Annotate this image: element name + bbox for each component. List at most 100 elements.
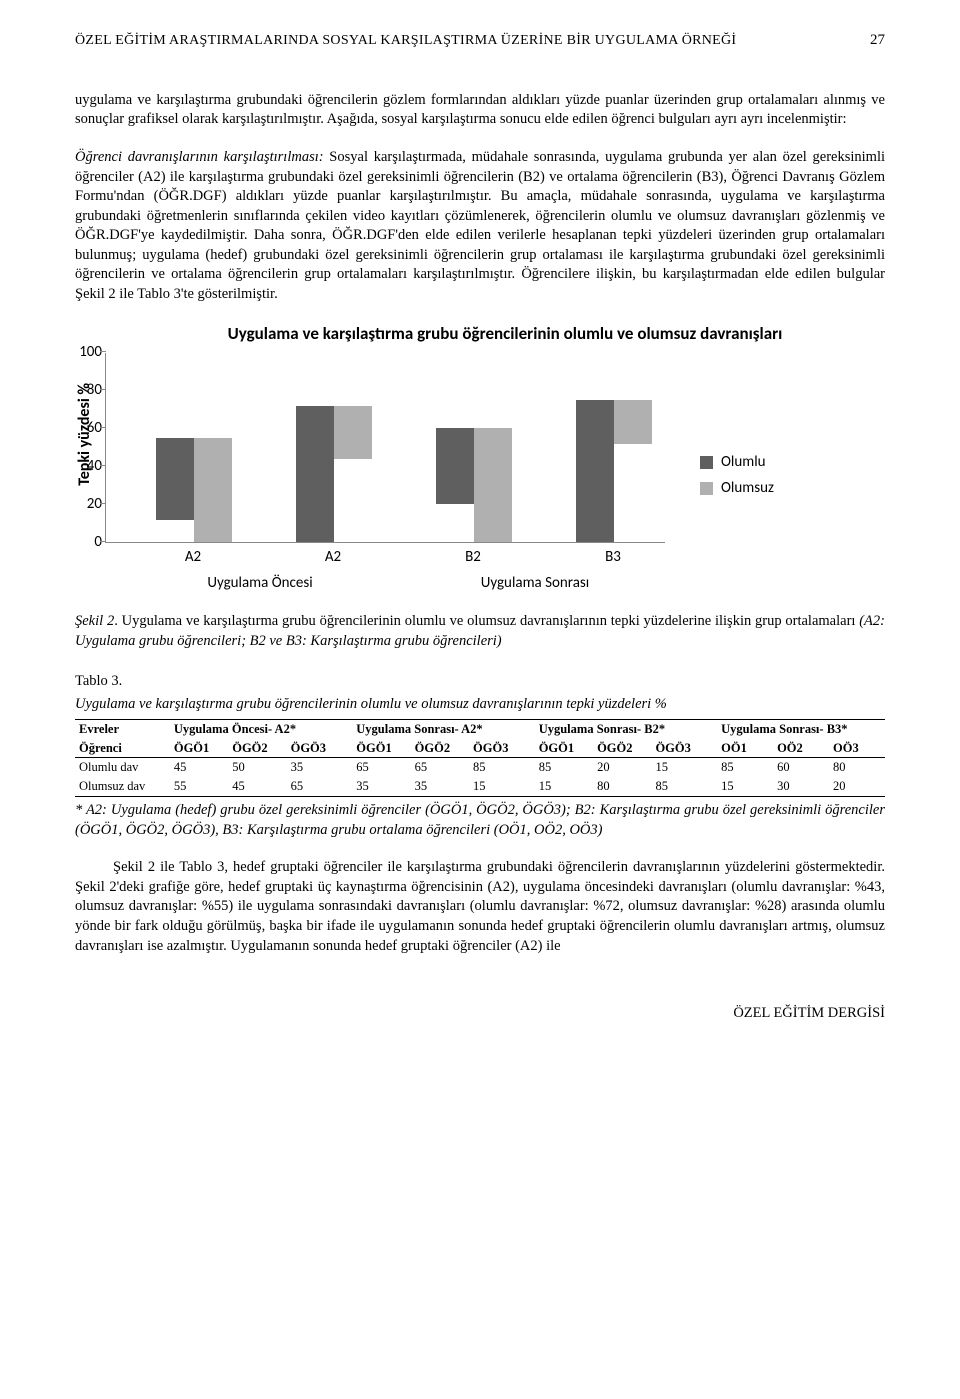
para1-sub-rest: Sosyal karşılaştırmada, müdahale sonrası… xyxy=(75,149,885,302)
chart-title: Uygulama ve karşılaştırma grubu öğrencil… xyxy=(125,323,885,346)
para1-sub-italic: Öğrenci davranışlarının karşılaştırılmas… xyxy=(75,149,324,165)
bar xyxy=(296,406,334,543)
bar-group xyxy=(576,400,652,543)
table-note-italic: * A2: Uygulama (hedef) grubu özel gereks… xyxy=(75,802,885,838)
y-tick-mark xyxy=(100,389,106,391)
figcap-lead: Şekil 2 xyxy=(75,613,114,629)
table-cell: 45 xyxy=(170,758,228,777)
table-column-header: ÖGÖ2 xyxy=(411,739,469,758)
table-cell: 80 xyxy=(593,777,651,796)
table-cell: 15 xyxy=(535,777,593,796)
table-cell: 65 xyxy=(287,777,353,796)
table-row: Olumsuz dav554565353515158085153020 xyxy=(75,777,885,796)
table-phase-header: Uygulama Öncesi- A2* xyxy=(170,719,352,738)
table-cell: 35 xyxy=(352,777,410,796)
table-cell: 15 xyxy=(717,777,773,796)
y-tick-label: 0 xyxy=(64,532,102,552)
table-column-header: ÖGÖ3 xyxy=(287,739,353,758)
table-3-note: * A2: Uygulama (hedef) grubu özel gereks… xyxy=(75,801,885,840)
table-cell: 85 xyxy=(717,758,773,777)
legend-label: Olumsuz xyxy=(721,478,774,498)
bar xyxy=(614,400,652,444)
running-title: ÖZEL EĞİTİM ARAŞTIRMALARINDA SOSYAL KARŞ… xyxy=(75,32,736,51)
table-3-label: Tablo 3. xyxy=(75,672,885,692)
table-column-header: ÖGÖ3 xyxy=(469,739,535,758)
table-3: EvrelerUygulama Öncesi- A2*Uygulama Sonr… xyxy=(75,719,885,798)
table-column-header: OÖ3 xyxy=(829,739,885,758)
legend-label: Olumlu xyxy=(721,452,766,472)
bar xyxy=(576,400,614,543)
y-tick-mark xyxy=(100,351,106,353)
chart-legend: Olumlu Olumsuz xyxy=(700,446,774,505)
page-footer: ÖZEL EĞİTİM DERGİSİ xyxy=(75,1004,885,1024)
page-number: 27 xyxy=(870,30,885,50)
table-cell: 80 xyxy=(829,758,885,777)
table-3-title: Uygulama ve karşılaştırma grubu öğrencil… xyxy=(75,695,885,715)
table-cell: 55 xyxy=(170,777,228,796)
table-cell: 15 xyxy=(469,777,535,796)
y-tick-mark xyxy=(100,503,106,505)
bar-group xyxy=(156,438,232,543)
table-phase-header: Uygulama Sonrası- B2* xyxy=(535,719,717,738)
table-column-header: ÖGÖ2 xyxy=(593,739,651,758)
figcap-rest: . Uygulama ve karşılaştırma grubu öğrenc… xyxy=(114,613,859,629)
table-row: Olumlu dav455035656585852015856080 xyxy=(75,758,885,777)
x-phase-label: Uygulama Öncesi xyxy=(207,573,312,593)
table-row-label: Olumlu dav xyxy=(75,758,170,777)
table-cell: 20 xyxy=(593,758,651,777)
body-paragraph-1: uygulama ve karşılaştırma grubundaki öğr… xyxy=(75,91,885,130)
x-category-label: A2 xyxy=(325,547,341,567)
table-column-header: OÖ2 xyxy=(773,739,829,758)
body-paragraph-1b: Öğrenci davranışlarının karşılaştırılmas… xyxy=(75,148,885,305)
table-cell: 65 xyxy=(411,758,469,777)
table-phase-header: Uygulama Sonrası- A2* xyxy=(352,719,534,738)
y-tick-mark xyxy=(100,465,106,467)
x-category-label: B2 xyxy=(465,547,481,567)
table-phase-header: Uygulama Sonrası- B3* xyxy=(717,719,885,738)
table-row-label: Olumsuz dav xyxy=(75,777,170,796)
table-cell: 35 xyxy=(287,758,353,777)
x-category-label: B3 xyxy=(605,547,621,567)
y-tick-label: 100 xyxy=(64,342,102,362)
table-column-header: ÖGÖ2 xyxy=(228,739,286,758)
table-column-header: ÖGÖ1 xyxy=(170,739,228,758)
x-category-row: A2 A2 B2 B3 xyxy=(105,543,665,569)
bar xyxy=(474,428,512,542)
bar-group xyxy=(296,406,372,543)
figure-2-chart: Uygulama ve karşılaştırma grubu öğrencil… xyxy=(75,323,885,598)
table-column-header: Öğrenci xyxy=(75,739,170,758)
figure-2-caption: Şekil 2. Uygulama ve karşılaştırma grubu… xyxy=(75,612,885,651)
table-phase-header: Evreler xyxy=(75,719,170,738)
y-tick-label: 60 xyxy=(64,418,102,438)
bar xyxy=(436,428,474,504)
y-tick-mark xyxy=(100,541,106,543)
table-column-header-row: ÖğrenciÖGÖ1ÖGÖ2ÖGÖ3ÖGÖ1ÖGÖ2ÖGÖ3ÖGÖ1ÖGÖ2Ö… xyxy=(75,739,885,758)
bar xyxy=(194,438,232,543)
table-column-header: ÖGÖ1 xyxy=(352,739,410,758)
table-column-header: OÖ1 xyxy=(717,739,773,758)
y-tick-label: 20 xyxy=(64,494,102,514)
bar-group xyxy=(436,428,512,542)
table-phase-header-row: EvrelerUygulama Öncesi- A2*Uygulama Sonr… xyxy=(75,719,885,738)
table-cell: 15 xyxy=(651,758,717,777)
y-tick-mark xyxy=(100,427,106,429)
legend-item: Olumsuz xyxy=(700,478,774,498)
y-tick-label: 40 xyxy=(64,456,102,476)
x-category-label: A2 xyxy=(185,547,201,567)
plot-area: 100806040200 xyxy=(105,353,665,543)
para1-lead: uygulama ve karşılaştırma grubundaki öğr… xyxy=(75,92,885,128)
legend-swatch xyxy=(700,482,713,495)
table-cell: 85 xyxy=(469,758,535,777)
body-paragraph-2: Şekil 2 ile Tablo 3, hedef gruptaki öğre… xyxy=(75,858,885,956)
table-cell: 35 xyxy=(411,777,469,796)
table-cell: 45 xyxy=(228,777,286,796)
x-phase-row: Uygulama ÖncesiUygulama Sonrası xyxy=(105,569,665,597)
page-header: ÖZEL EĞİTİM ARAŞTIRMALARINDA SOSYAL KARŞ… xyxy=(75,30,885,51)
table-column-header: ÖGÖ1 xyxy=(535,739,593,758)
legend-item: Olumlu xyxy=(700,452,774,472)
bar xyxy=(334,406,372,459)
table-column-header: ÖGÖ3 xyxy=(651,739,717,758)
table-cell: 60 xyxy=(773,758,829,777)
table-cell: 85 xyxy=(535,758,593,777)
table-cell: 65 xyxy=(352,758,410,777)
